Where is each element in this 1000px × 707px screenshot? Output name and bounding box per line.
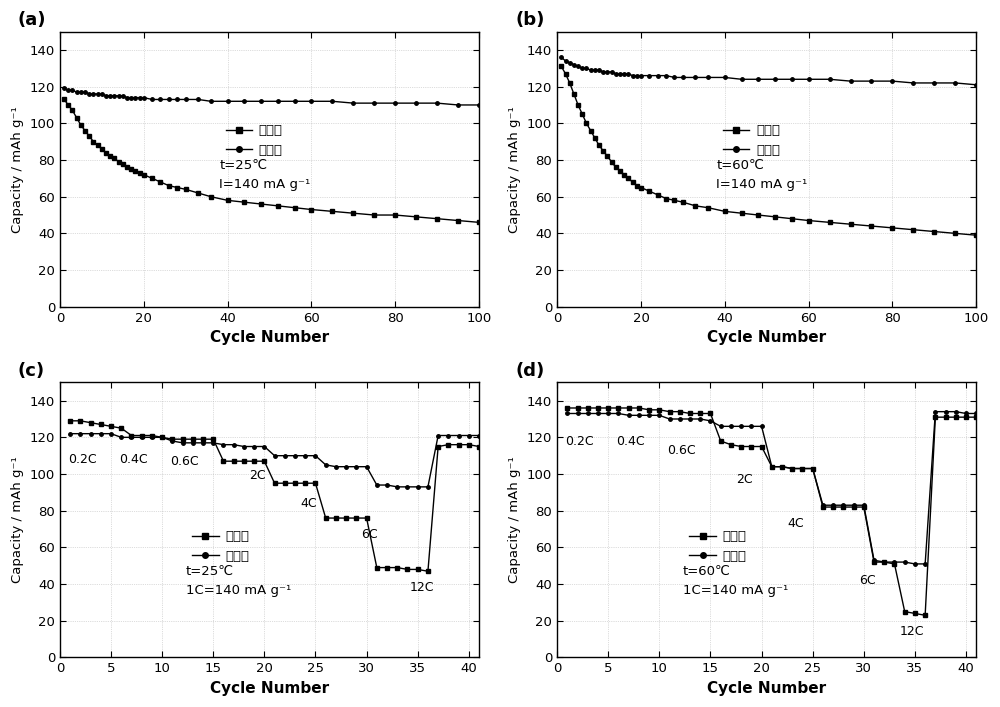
Text: t=25℃: t=25℃	[219, 159, 267, 172]
Text: 0.4C: 0.4C	[616, 435, 645, 448]
Text: 6C: 6C	[859, 574, 875, 587]
Text: 4C: 4C	[300, 497, 317, 510]
Text: 2C: 2C	[736, 473, 753, 486]
Text: (b): (b)	[515, 11, 545, 29]
Text: 0.4C: 0.4C	[119, 453, 148, 466]
Text: I=140 mA g⁻¹: I=140 mA g⁻¹	[219, 178, 310, 191]
Text: 12C: 12C	[410, 581, 434, 595]
Text: 1C=140 mA g⁻¹: 1C=140 mA g⁻¹	[186, 584, 291, 597]
Text: 2C: 2C	[249, 469, 266, 482]
Text: 6C: 6C	[361, 528, 378, 541]
Text: (d): (d)	[515, 361, 544, 380]
Text: I=140 mA g⁻¹: I=140 mA g⁻¹	[716, 178, 808, 191]
Text: (c): (c)	[18, 361, 45, 380]
Legend: 包覆前, 包覆后: 包覆前, 包覆后	[192, 530, 249, 563]
Legend: 包覆前, 包覆后: 包覆前, 包覆后	[723, 124, 780, 157]
Text: 0.6C: 0.6C	[170, 455, 199, 468]
Legend: 包覆前, 包覆后: 包覆前, 包覆后	[226, 124, 283, 157]
Text: t=25℃: t=25℃	[186, 565, 234, 578]
Y-axis label: Capacity / mAh g⁻¹: Capacity / mAh g⁻¹	[508, 457, 521, 583]
Text: 1C=140 mA g⁻¹: 1C=140 mA g⁻¹	[683, 584, 788, 597]
Text: 0.2C: 0.2C	[68, 453, 97, 466]
Text: t=60℃: t=60℃	[716, 159, 764, 172]
X-axis label: Cycle Number: Cycle Number	[707, 681, 826, 696]
X-axis label: Cycle Number: Cycle Number	[210, 681, 329, 696]
X-axis label: Cycle Number: Cycle Number	[210, 330, 329, 345]
Text: t=60℃: t=60℃	[683, 565, 731, 578]
Text: 12C: 12C	[900, 625, 924, 638]
Text: (a): (a)	[18, 11, 46, 29]
Text: 0.2C: 0.2C	[565, 435, 594, 448]
X-axis label: Cycle Number: Cycle Number	[707, 330, 826, 345]
Text: 4C: 4C	[787, 517, 804, 530]
Legend: 包覆前, 包覆后: 包覆前, 包覆后	[689, 530, 746, 563]
Y-axis label: Capacity / mAh g⁻¹: Capacity / mAh g⁻¹	[11, 106, 24, 233]
Y-axis label: Capacity / mAh g⁻¹: Capacity / mAh g⁻¹	[11, 457, 24, 583]
Text: 0.6C: 0.6C	[668, 444, 696, 457]
Y-axis label: Capacity / mAh g⁻¹: Capacity / mAh g⁻¹	[508, 106, 521, 233]
